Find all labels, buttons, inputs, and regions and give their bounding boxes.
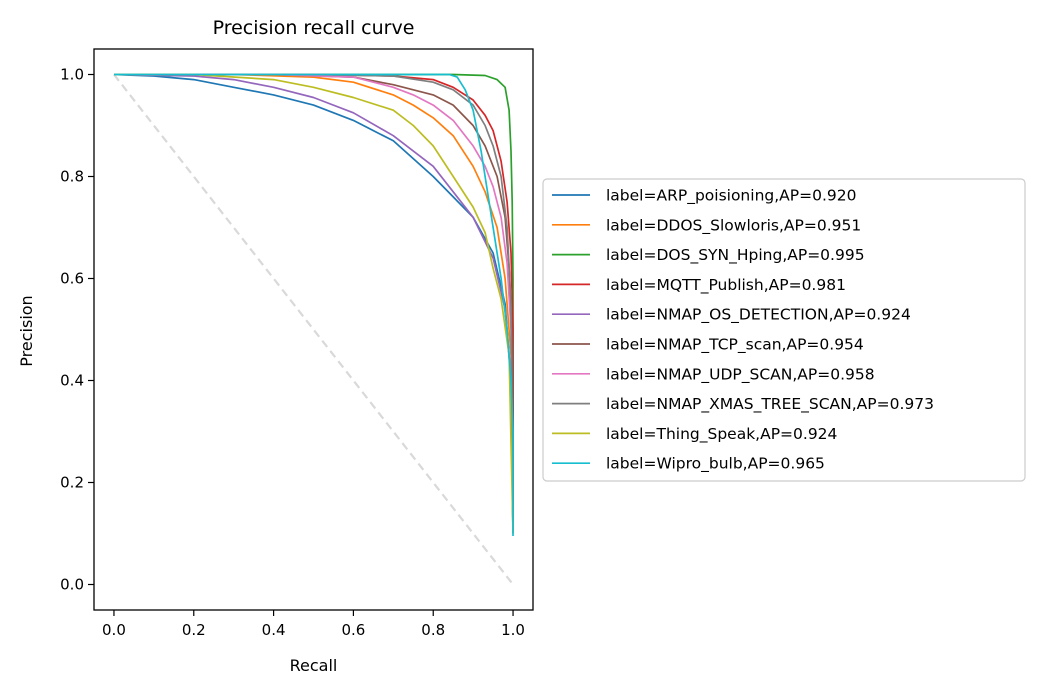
series-line-8 (114, 73, 514, 534)
x-tick-label: 0.0 (102, 621, 126, 639)
y-tick-label: 1.0 (60, 66, 84, 84)
legend-label: label=Wipro_bulb,AP=0.965 (606, 455, 825, 474)
x-tick-label: 0.8 (421, 621, 445, 639)
y-axis-label: Precision (17, 295, 36, 366)
series-line-0 (113, 73, 514, 534)
legend-label: label=DOS_SYN_Hping,AP=0.995 (606, 246, 865, 265)
plot-area (113, 73, 514, 586)
y-tick-label: 0.2 (60, 474, 84, 492)
x-tick-label: 0.2 (182, 621, 206, 639)
y-tick-label: 0.0 (60, 576, 84, 594)
x-tick-label: 0.6 (341, 621, 365, 639)
legend-label: label=NMAP_UDP_SCAN,AP=0.958 (606, 365, 875, 384)
series-line-2 (114, 73, 514, 534)
legend-label: label=DDOS_Slowloris,AP=0.951 (606, 216, 861, 235)
series-line-7 (114, 73, 514, 534)
axes-frame (93, 48, 534, 611)
series-line-6 (114, 73, 514, 534)
legend: label=ARP_poisioning,AP=0.920 label=DDOS_… (542, 178, 1026, 482)
series-line-5 (114, 73, 514, 534)
legend-label: label=MQTT_Publish,AP=0.981 (606, 276, 846, 295)
legend-label: label=NMAP_TCP_scan,AP=0.954 (606, 336, 864, 355)
series-line-3 (114, 73, 514, 534)
legend-label: label=ARP_poisioning,AP=0.920 (606, 187, 856, 206)
chance-baseline (113, 73, 514, 586)
legend-label: label=NMAP_OS_DETECTION,AP=0.924 (606, 306, 911, 325)
series-line-4 (113, 73, 514, 534)
x-axis: 0.0 0.2 0.4 0.6 0.8 1.0 (102, 610, 525, 639)
legend-label: label=NMAP_XMAS_TREE_SCAN,AP=0.973 (606, 395, 934, 414)
x-axis-label: Recall (290, 656, 338, 675)
legend-label: label=Thing_Speak,AP=0.924 (606, 425, 837, 444)
series-line-1 (114, 73, 514, 534)
x-tick-label: 0.4 (262, 621, 286, 639)
x-tick-label: 1.0 (501, 621, 525, 639)
chart-title: Precision recall curve (213, 17, 415, 39)
y-axis: 0.0 0.2 0.4 0.6 0.8 1.0 (60, 66, 94, 594)
y-tick-label: 0.4 (60, 372, 84, 390)
legend-box (542, 178, 1026, 482)
series-line-9 (114, 73, 514, 536)
y-tick-label: 0.6 (60, 270, 84, 288)
y-tick-label: 0.8 (60, 168, 84, 186)
